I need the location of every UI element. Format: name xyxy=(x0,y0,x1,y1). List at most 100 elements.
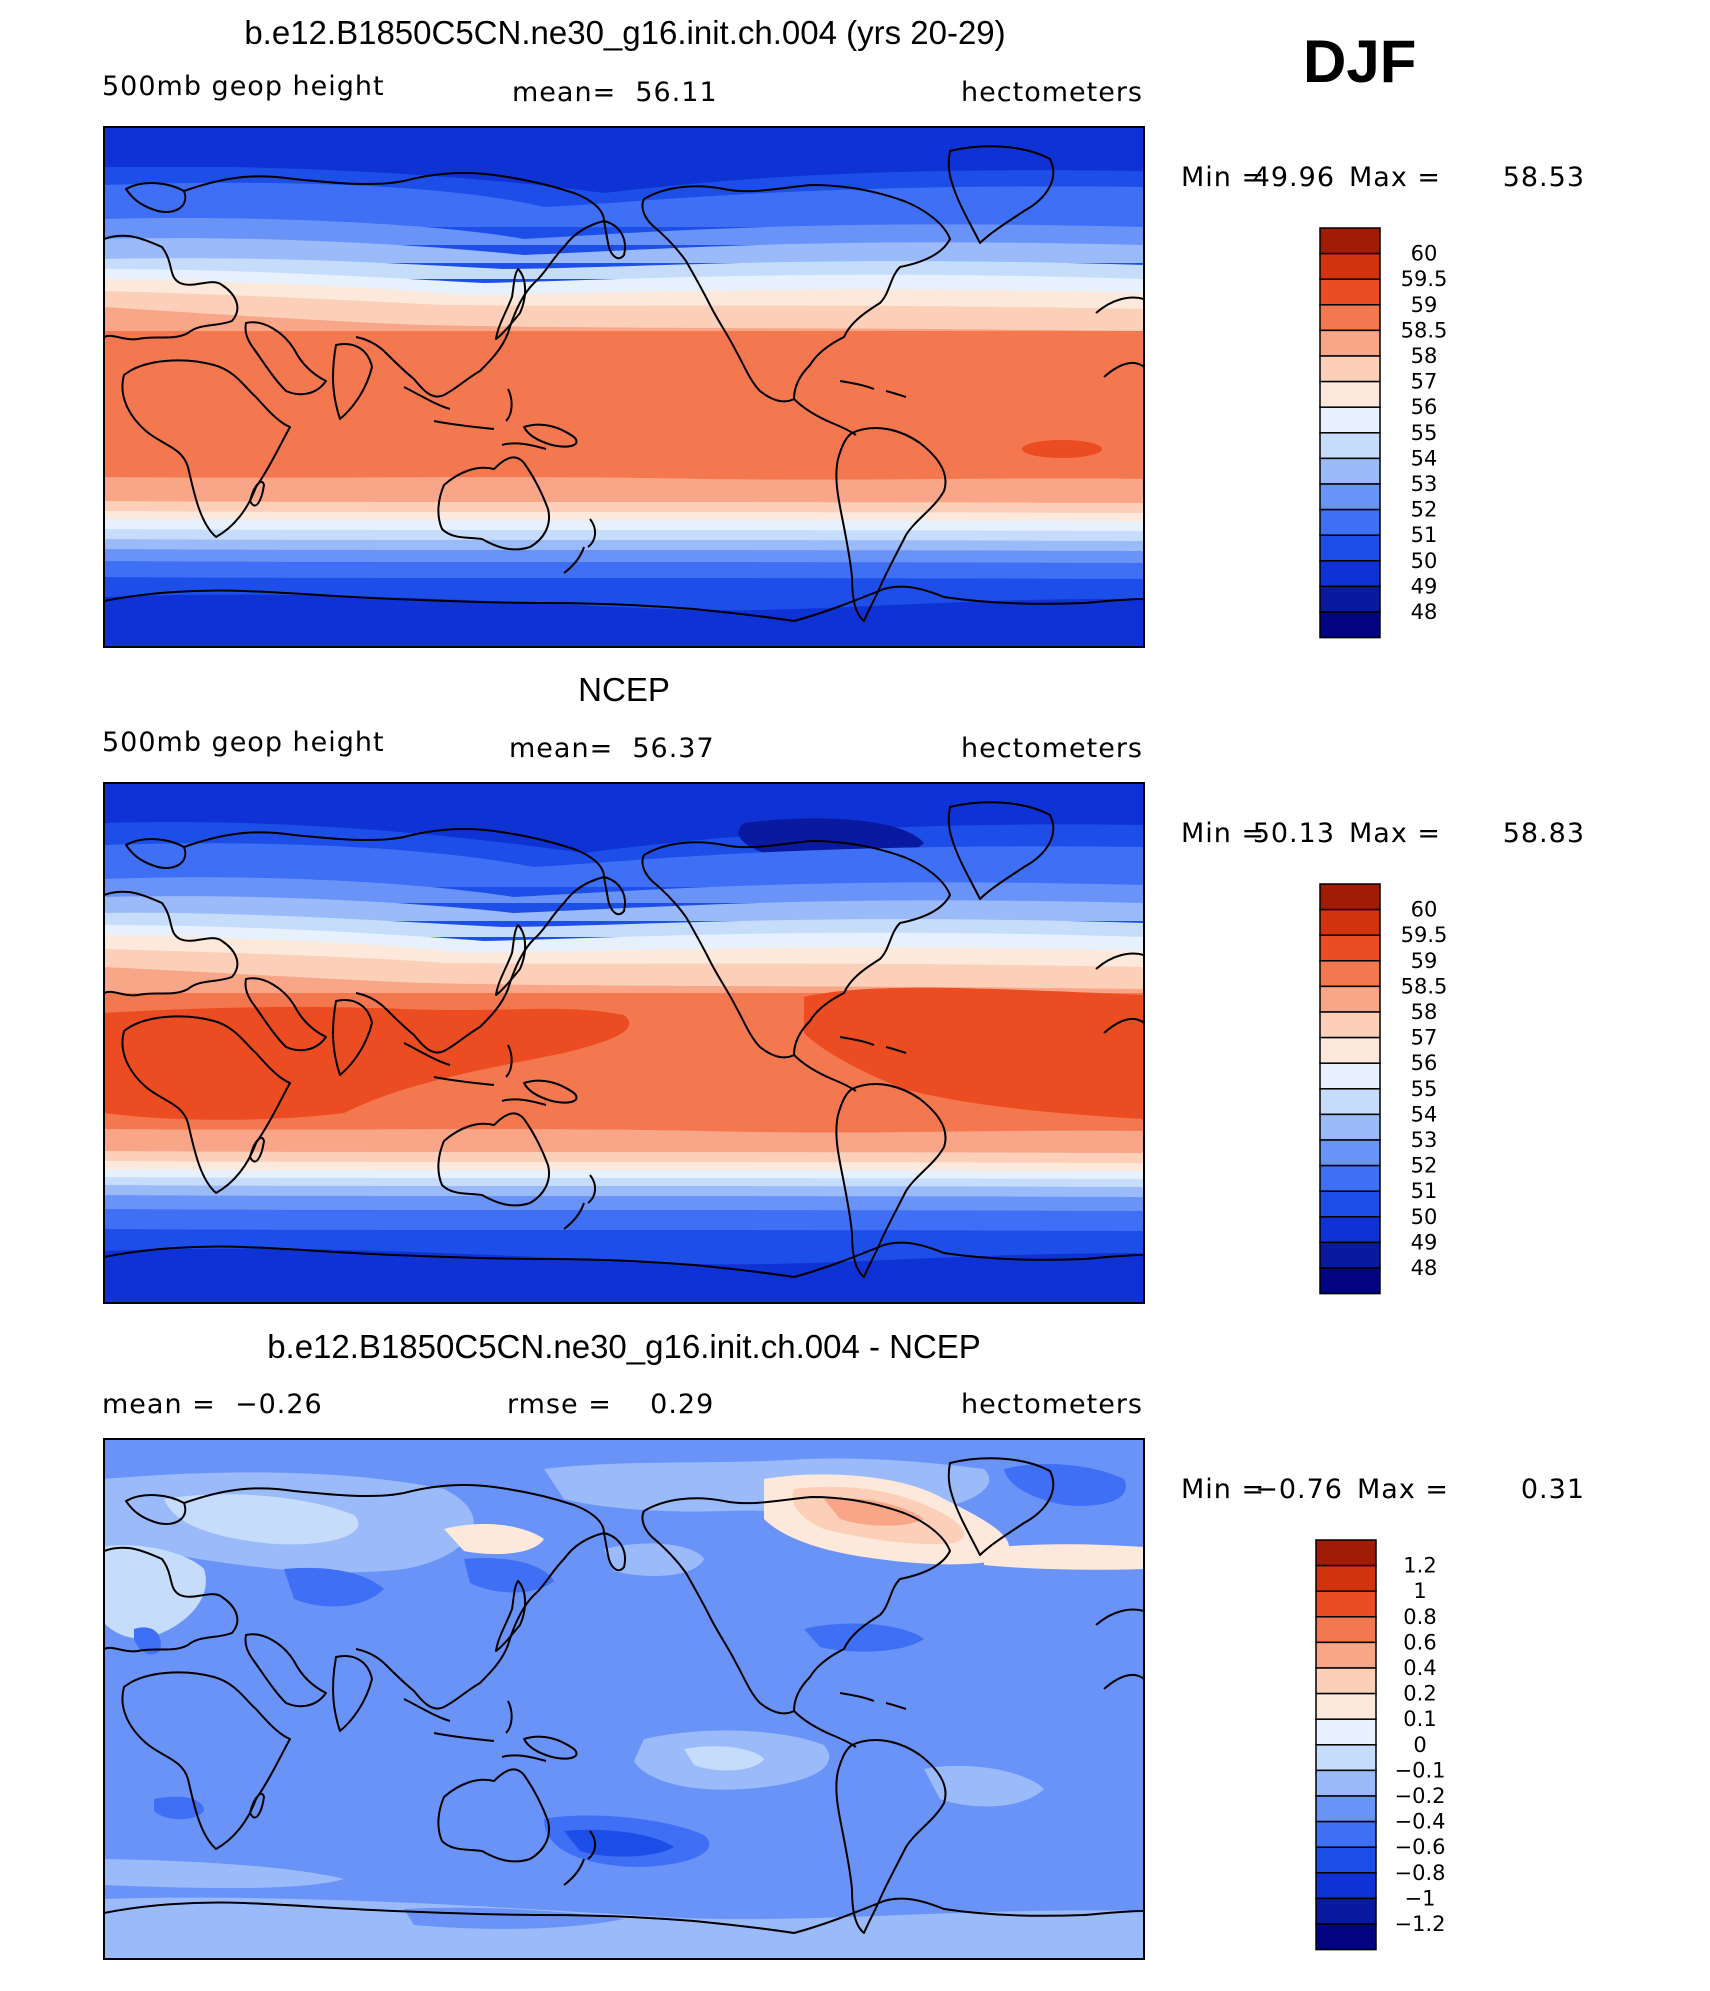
min-value-obs: 50.13 xyxy=(1253,818,1335,849)
colorbar-swatch xyxy=(1319,908,1381,936)
colorbar-swatch xyxy=(1315,1923,1377,1951)
colorbar-swatch xyxy=(1319,534,1381,562)
colorbar-tick-label: −1 xyxy=(1405,1886,1436,1910)
colorbar-swatch xyxy=(1315,1769,1377,1797)
colorbar-tick-label: −0.8 xyxy=(1395,1861,1446,1885)
colorbar-tick-label: 58 xyxy=(1411,1000,1438,1024)
colorbar-tick-label: 50 xyxy=(1411,1205,1438,1229)
panel-diff: b.e12.B1850C5CN.ne30_g16.init.ch.004 - N… xyxy=(102,1328,1585,1960)
colorbar-swatch xyxy=(1319,252,1381,280)
colorbar-swatch xyxy=(1319,406,1381,434)
map-frame xyxy=(103,126,1145,648)
colorbar-tick-label: 57 xyxy=(1411,370,1438,394)
panel-variable-obs: 500mb geop height xyxy=(102,727,385,758)
colorbar-tick-label: 59 xyxy=(1411,293,1438,317)
colorbar-swatch xyxy=(1315,1590,1377,1618)
colorbar-tick-label: 49 xyxy=(1411,574,1438,598)
colorbar-tick-label: −0.6 xyxy=(1395,1835,1446,1859)
colorbar-swatch xyxy=(1315,1795,1377,1823)
colorbar-swatch xyxy=(1319,611,1381,639)
colorbar-swatch xyxy=(1319,457,1381,485)
colorbar-tick-label: −0.4 xyxy=(1395,1810,1446,1834)
colorbar-swatch xyxy=(1315,1744,1377,1772)
colorbar-tick-label: 57 xyxy=(1411,1026,1438,1050)
colorbar-swatch xyxy=(1319,560,1381,588)
colorbar-tick-label: 56 xyxy=(1411,1051,1438,1075)
colorbar-tick-label: 60 xyxy=(1411,898,1438,922)
colorbar-swatch xyxy=(1319,1164,1381,1192)
min-value-diff: −0.76 xyxy=(1255,1474,1343,1505)
colorbar-swatch xyxy=(1315,1692,1377,1720)
colorbar-swatch xyxy=(1319,432,1381,460)
colorbar-swatch xyxy=(1319,329,1381,357)
min-label-diff: Min = xyxy=(1181,1474,1265,1505)
max-label-obs: Max = xyxy=(1349,818,1441,849)
colorbar-swatch xyxy=(1319,278,1381,306)
colorbar-swatch xyxy=(1319,1139,1381,1167)
colorbar-swatch xyxy=(1319,1267,1381,1295)
colorbar-tick-label: −1.2 xyxy=(1395,1912,1446,1936)
colorbar-tick-label: 60 xyxy=(1411,242,1438,266)
colorbar-tick-label: 0.6 xyxy=(1403,1630,1436,1654)
colorbar-swatch xyxy=(1319,585,1381,613)
max-value-model: 58.53 xyxy=(1503,162,1585,193)
colorbar-tick-label: 0 xyxy=(1413,1733,1426,1757)
colorbar-tick-label: 50 xyxy=(1411,549,1438,573)
colorbar-tick-label: 52 xyxy=(1411,498,1438,522)
min-value-model: 49.96 xyxy=(1253,162,1335,193)
colorbar-swatch xyxy=(1319,1190,1381,1218)
colorbar-tick-label: 58 xyxy=(1411,344,1438,368)
panel-units-diff: hectometers xyxy=(961,1389,1143,1420)
panel-model: b.e12.B1850C5CN.ne30_g16.init.ch.004 (yr… xyxy=(102,14,1585,648)
colorbar-tick-label: 56 xyxy=(1411,395,1438,419)
colorbar-swatch xyxy=(1319,934,1381,962)
max-value-obs: 58.83 xyxy=(1503,818,1585,849)
colorbar-swatch xyxy=(1315,1539,1377,1567)
colorbar-tick-label: 48 xyxy=(1411,600,1438,624)
panel-variable-model: 500mb geop height xyxy=(102,71,385,102)
colorbar-tick-label: 0.4 xyxy=(1403,1656,1436,1680)
colorbar-tick-label: 51 xyxy=(1411,1179,1438,1203)
max-value-diff: 0.31 xyxy=(1521,1474,1585,1505)
colorbar-swatch xyxy=(1319,483,1381,511)
colorbar-tick-label: 51 xyxy=(1411,523,1438,547)
colorbar-swatch xyxy=(1319,1241,1381,1269)
colorbar-diff: 1.210.80.60.40.20.10−0.1−0.2−0.4−0.6−0.8… xyxy=(1315,1539,1446,1951)
colorbar-swatch xyxy=(1319,1113,1381,1141)
map-obs xyxy=(103,782,1145,1304)
colorbar-swatch xyxy=(1315,1846,1377,1874)
colorbar-swatch xyxy=(1315,1718,1377,1746)
colorbar-swatch xyxy=(1319,227,1381,255)
colorbar-swatch xyxy=(1319,508,1381,536)
colorbar-tick-label: 0.8 xyxy=(1403,1605,1436,1629)
colorbar-swatch xyxy=(1319,1036,1381,1064)
colorbar-swatch xyxy=(1319,985,1381,1013)
colorbar-tick-label: 1.2 xyxy=(1403,1554,1436,1578)
colorbar-tick-label: 0.1 xyxy=(1403,1707,1436,1731)
colorbar-tick-label: 59.5 xyxy=(1401,923,1448,947)
colorbar-swatch xyxy=(1319,1062,1381,1090)
colorbar-tick-label: 54 xyxy=(1411,446,1438,470)
colorbar-swatch xyxy=(1319,380,1381,408)
colorbar-tick-label: 48 xyxy=(1411,1256,1438,1280)
colorbar-tick-label: 53 xyxy=(1411,1128,1438,1152)
colorbar-tick-label: 1 xyxy=(1413,1579,1426,1603)
panel-obs: NCEP 500mb geop height mean= 56.37 hecto… xyxy=(102,671,1585,1304)
min-label-obs: Min = xyxy=(1181,818,1265,849)
colorbar-swatch xyxy=(1319,1088,1381,1116)
colorbar-swatch xyxy=(1319,355,1381,383)
colorbar-tick-label: 55 xyxy=(1411,421,1438,445)
map-diff xyxy=(103,1438,1145,1960)
colorbar-tick-label: −0.1 xyxy=(1395,1758,1446,1782)
panel-mean-model: mean= 56.11 xyxy=(512,77,718,108)
colorbar-swatch xyxy=(1315,1564,1377,1592)
min-label-model: Min = xyxy=(1181,162,1265,193)
colorbar-tick-label: 59.5 xyxy=(1401,267,1448,291)
colorbar-swatch xyxy=(1319,304,1381,332)
max-label-model: Max = xyxy=(1349,162,1441,193)
map-model xyxy=(103,126,1145,648)
panel-units-obs: hectometers xyxy=(961,733,1143,764)
panel-mean-obs: mean= 56.37 xyxy=(509,733,715,764)
